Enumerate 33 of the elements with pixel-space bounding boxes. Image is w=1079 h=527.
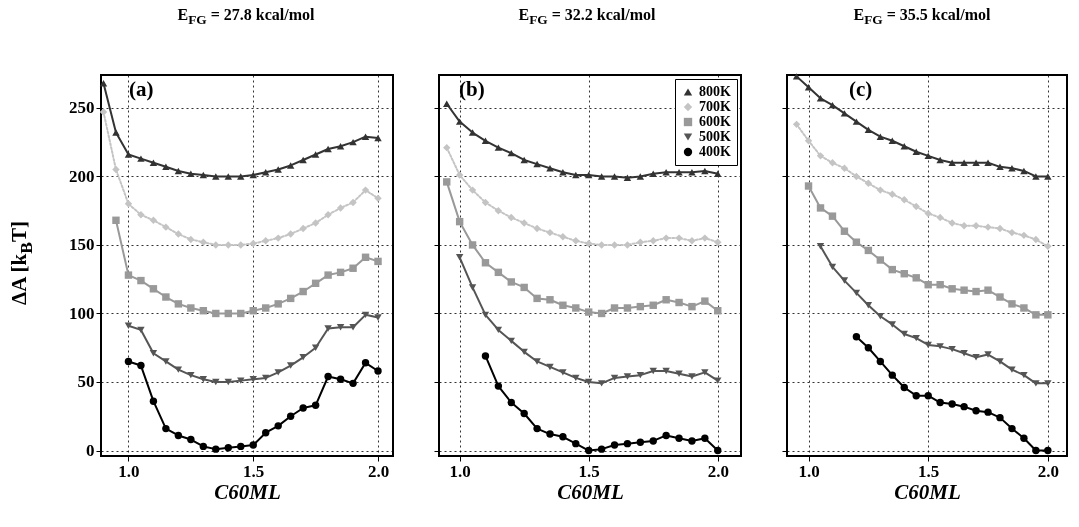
legend-label: 400K <box>699 144 731 159</box>
point <box>1044 311 1052 319</box>
y-tick-label: 100 <box>69 303 95 323</box>
point <box>1044 173 1052 180</box>
chart-title: E$_{FG}$ = 32.2 kcal/mol <box>518 6 656 29</box>
x-tick-label: 1.5 <box>578 461 600 481</box>
legend-label: 500K <box>699 129 731 144</box>
annotation: (a) <box>129 77 154 101</box>
x-tick-label: 1.5 <box>243 461 265 481</box>
x-tick-label: 1.0 <box>798 461 820 481</box>
x-axis-title: C60ML <box>214 479 281 504</box>
annotation: (b) <box>459 77 485 101</box>
point <box>374 194 382 203</box>
y-tick-label: 200 <box>69 166 95 186</box>
x-tick-label: 1.0 <box>449 461 471 481</box>
annotation: (c) <box>849 77 873 101</box>
y-tick-label: 0 <box>86 441 95 461</box>
y-tick-label: 150 <box>69 235 95 255</box>
chart-title: E$_{FG}$ = 35.5 kcal/mol <box>853 6 991 29</box>
legend-label: 700K <box>699 99 731 114</box>
legend-label: 600K <box>699 114 731 129</box>
x-tick-label: 1.0 <box>118 461 140 481</box>
x-axis-title: C60ML <box>557 479 624 504</box>
y-tick-label: 50 <box>77 372 95 392</box>
legend-label: 800K <box>699 84 731 99</box>
x-tick-label: 2.0 <box>707 461 729 481</box>
x-tick-label: 2.0 <box>367 461 390 481</box>
point <box>675 169 683 176</box>
x-axis-title: C60ML <box>894 479 961 504</box>
chart-title: E$_{FG}$ = 27.8 kcal/mol <box>177 6 315 29</box>
x-tick-label: 1.5 <box>918 461 940 481</box>
x-tick-label: 2.0 <box>1037 461 1059 481</box>
y-tick-label: 250 <box>69 98 95 118</box>
